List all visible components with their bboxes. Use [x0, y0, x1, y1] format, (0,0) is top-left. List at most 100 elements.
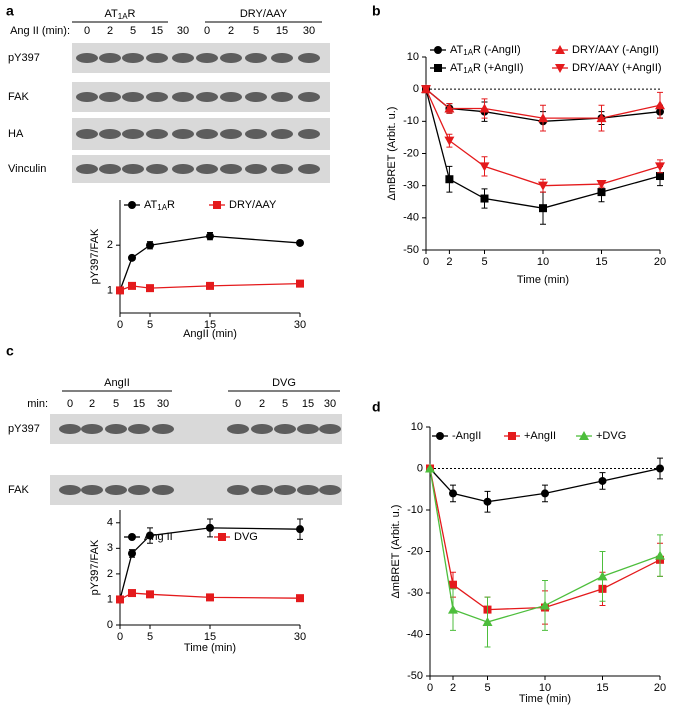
- lane: 30: [324, 398, 336, 410]
- y-axis-label: pY397/FAK: [89, 228, 101, 284]
- band: [59, 424, 81, 434]
- band: [76, 164, 98, 174]
- marker: [541, 489, 549, 498]
- marker: [479, 103, 490, 113]
- x-tick-label: 0: [423, 256, 429, 268]
- series-line: [425, 88, 661, 187]
- band: [76, 92, 98, 102]
- marker: [483, 497, 492, 506]
- legend-label: AT1AR: [144, 199, 175, 212]
- legend-label: +AngII: [524, 430, 556, 442]
- marker: [213, 201, 221, 209]
- band: [297, 485, 319, 495]
- x-tick-label: 15: [204, 631, 216, 643]
- legend-label: DVG: [234, 531, 258, 543]
- marker: [128, 589, 136, 598]
- marker: [538, 181, 548, 191]
- series-line: [429, 468, 661, 623]
- marker: [128, 549, 136, 558]
- band: [297, 424, 319, 434]
- band: [227, 424, 249, 434]
- row-label: pY397: [8, 52, 40, 64]
- band: [146, 92, 168, 102]
- y-tick-label: -40: [403, 212, 419, 224]
- marker: [146, 590, 154, 599]
- band: [99, 129, 121, 139]
- lane: 0: [204, 25, 210, 37]
- x-axis-label: Time (min): [184, 642, 236, 654]
- band: [105, 485, 127, 495]
- x-tick-label: 5: [147, 319, 153, 331]
- y-tick-label: 2: [107, 239, 113, 251]
- band: [271, 53, 293, 63]
- group-label: AT1AR: [105, 8, 136, 21]
- x-tick-label: 30: [294, 319, 306, 331]
- marker: [444, 103, 455, 113]
- y-tick-label: -30: [407, 587, 423, 599]
- marker: [656, 464, 664, 473]
- legend-label: -AngII: [452, 430, 481, 442]
- band: [298, 53, 320, 63]
- lane: 5: [113, 398, 119, 410]
- band: [122, 53, 144, 63]
- legend-label: DRY/AAY: [229, 199, 277, 211]
- marker: [116, 595, 124, 604]
- lane: 2: [107, 25, 113, 37]
- y-tick-label: 3: [107, 542, 113, 554]
- legend-label: AT1AR (-AngII): [450, 44, 521, 57]
- marker: [434, 46, 442, 54]
- marker: [146, 284, 154, 293]
- panel-label: d: [372, 399, 381, 415]
- band: [146, 53, 168, 63]
- lane: 2: [89, 398, 95, 410]
- x-tick-label: 15: [596, 682, 608, 694]
- series-line: [429, 467, 661, 503]
- x-tick-label: 5: [147, 631, 153, 643]
- group-label: DVG: [272, 377, 296, 389]
- marker: [655, 162, 665, 172]
- panel-label: b: [372, 3, 381, 19]
- band: [146, 164, 168, 174]
- band: [152, 424, 174, 434]
- marker: [596, 113, 607, 123]
- marker: [480, 194, 489, 203]
- lane: 5: [253, 25, 259, 37]
- band: [128, 485, 150, 495]
- group-label: AngII: [104, 377, 130, 389]
- band: [196, 129, 218, 139]
- lane: 5: [130, 25, 136, 37]
- marker: [579, 431, 589, 440]
- y-tick-label: -10: [403, 115, 419, 127]
- band: [251, 485, 273, 495]
- marker: [655, 100, 665, 110]
- band: [99, 53, 121, 63]
- marker: [296, 238, 304, 247]
- marker: [482, 617, 493, 627]
- legend-label: DRY/AAY (+AngII): [572, 62, 662, 74]
- marker: [296, 594, 304, 603]
- y-tick-label: 2: [107, 568, 113, 580]
- row-label: HA: [8, 128, 24, 140]
- y-tick-label: -20: [403, 147, 419, 159]
- x-axis-label: Time (min): [517, 274, 569, 286]
- band: [122, 164, 144, 174]
- band: [251, 424, 273, 434]
- marker: [146, 531, 154, 540]
- x-tick-label: 30: [294, 631, 306, 643]
- y-tick-label: 10: [411, 421, 423, 433]
- marker: [434, 64, 442, 72]
- x-tick-label: 20: [654, 682, 666, 694]
- lane: 15: [276, 25, 288, 37]
- marker: [206, 523, 214, 532]
- lane: 15: [151, 25, 163, 37]
- band: [220, 92, 242, 102]
- y-tick-label: 10: [407, 51, 419, 63]
- band: [76, 53, 98, 63]
- marker: [206, 593, 214, 602]
- lane: 5: [282, 398, 288, 410]
- y-axis-label: ΔmBRET (Arbit. u.): [386, 107, 398, 201]
- band: [298, 164, 320, 174]
- band: [271, 164, 293, 174]
- x-tick-label: 15: [595, 256, 607, 268]
